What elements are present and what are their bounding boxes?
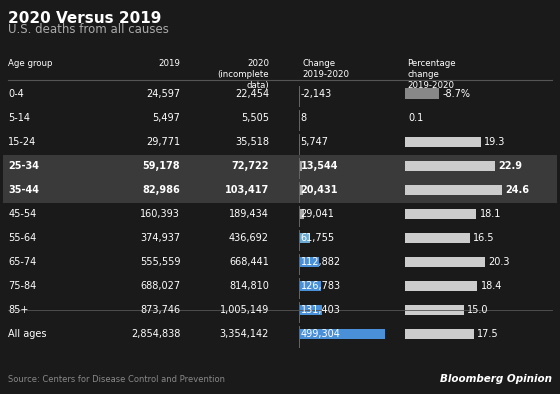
Text: 75-84: 75-84 xyxy=(8,281,36,291)
Text: 5,747: 5,747 xyxy=(301,137,329,147)
Text: 0-4: 0-4 xyxy=(8,89,24,98)
Text: 65-74: 65-74 xyxy=(8,257,36,267)
Text: 555,559: 555,559 xyxy=(139,257,180,267)
Text: Bloomberg Opinion: Bloomberg Opinion xyxy=(440,374,552,384)
Text: 668,441: 668,441 xyxy=(229,257,269,267)
Text: 25-34: 25-34 xyxy=(8,161,39,171)
Text: U.S. deaths from all causes: U.S. deaths from all causes xyxy=(8,23,169,36)
FancyBboxPatch shape xyxy=(300,233,310,243)
FancyBboxPatch shape xyxy=(405,305,464,315)
FancyBboxPatch shape xyxy=(405,161,495,171)
Text: 17.5: 17.5 xyxy=(477,329,499,339)
FancyBboxPatch shape xyxy=(3,179,557,203)
FancyBboxPatch shape xyxy=(405,281,477,291)
Text: 18.1: 18.1 xyxy=(479,209,501,219)
Text: 436,692: 436,692 xyxy=(229,233,269,243)
Text: 15-24: 15-24 xyxy=(8,137,36,147)
Text: 499,304: 499,304 xyxy=(301,329,340,339)
Text: 5,505: 5,505 xyxy=(241,113,269,123)
FancyBboxPatch shape xyxy=(3,155,557,179)
FancyBboxPatch shape xyxy=(300,257,319,267)
FancyBboxPatch shape xyxy=(405,329,474,339)
Text: Age group: Age group xyxy=(8,59,53,68)
Text: 20,431: 20,431 xyxy=(301,185,338,195)
Text: All ages: All ages xyxy=(8,329,47,339)
Text: 22,454: 22,454 xyxy=(235,89,269,98)
Text: 5,497: 5,497 xyxy=(152,113,180,123)
Text: 55-64: 55-64 xyxy=(8,233,36,243)
FancyBboxPatch shape xyxy=(405,209,476,219)
Text: 873,746: 873,746 xyxy=(140,305,180,315)
FancyBboxPatch shape xyxy=(300,209,305,219)
Text: 2,854,838: 2,854,838 xyxy=(131,329,180,339)
Text: 61,755: 61,755 xyxy=(301,233,335,243)
FancyBboxPatch shape xyxy=(405,257,485,267)
Text: 13,544: 13,544 xyxy=(301,161,338,171)
Text: 688,027: 688,027 xyxy=(140,281,180,291)
Text: 29,041: 29,041 xyxy=(301,209,334,219)
Text: 131,403: 131,403 xyxy=(301,305,340,315)
Text: 22.9: 22.9 xyxy=(498,161,522,171)
Text: 82,986: 82,986 xyxy=(142,185,180,195)
FancyBboxPatch shape xyxy=(300,185,303,195)
Text: 29,771: 29,771 xyxy=(146,137,180,147)
Text: 2020
(incomplete
data): 2020 (incomplete data) xyxy=(217,59,269,90)
Text: 16.5: 16.5 xyxy=(473,233,494,243)
FancyBboxPatch shape xyxy=(405,137,481,147)
Text: Percentage
change
2019-2020: Percentage change 2019-2020 xyxy=(408,59,456,90)
Text: 72,722: 72,722 xyxy=(231,161,269,171)
Text: 126,783: 126,783 xyxy=(301,281,340,291)
FancyBboxPatch shape xyxy=(300,281,321,291)
FancyBboxPatch shape xyxy=(300,161,302,171)
Text: 2020 Versus 2019: 2020 Versus 2019 xyxy=(8,11,162,26)
Text: 112,882: 112,882 xyxy=(301,257,340,267)
Text: 3,354,142: 3,354,142 xyxy=(220,329,269,339)
FancyBboxPatch shape xyxy=(405,88,439,98)
Text: 1,005,149: 1,005,149 xyxy=(220,305,269,315)
Text: 45-54: 45-54 xyxy=(8,209,36,219)
Text: 24.6: 24.6 xyxy=(505,185,529,195)
Text: 374,937: 374,937 xyxy=(140,233,180,243)
Text: 35,518: 35,518 xyxy=(235,137,269,147)
Text: 5-14: 5-14 xyxy=(8,113,30,123)
FancyBboxPatch shape xyxy=(405,233,470,243)
Text: 814,810: 814,810 xyxy=(229,281,269,291)
Text: 85+: 85+ xyxy=(8,305,29,315)
Text: 35-44: 35-44 xyxy=(8,185,39,195)
FancyBboxPatch shape xyxy=(300,305,322,315)
Text: 8: 8 xyxy=(301,113,307,123)
Text: 19.3: 19.3 xyxy=(484,137,506,147)
Text: -8.7%: -8.7% xyxy=(442,89,470,98)
Text: 0.1: 0.1 xyxy=(408,113,424,123)
Text: Source: Centers for Disease Control and Prevention: Source: Centers for Disease Control and … xyxy=(8,375,225,384)
Text: 15.0: 15.0 xyxy=(467,305,489,315)
Text: Change
2019-2020: Change 2019-2020 xyxy=(302,59,349,79)
Text: -2,143: -2,143 xyxy=(301,89,332,98)
Text: 20.3: 20.3 xyxy=(488,257,510,267)
Text: 189,434: 189,434 xyxy=(229,209,269,219)
FancyBboxPatch shape xyxy=(405,185,502,195)
FancyBboxPatch shape xyxy=(300,329,385,339)
Text: 59,178: 59,178 xyxy=(143,161,180,171)
Text: 2019: 2019 xyxy=(158,59,180,68)
Text: 160,393: 160,393 xyxy=(141,209,180,219)
Text: 24,597: 24,597 xyxy=(146,89,180,98)
Text: 18.4: 18.4 xyxy=(480,281,502,291)
Text: 103,417: 103,417 xyxy=(225,185,269,195)
